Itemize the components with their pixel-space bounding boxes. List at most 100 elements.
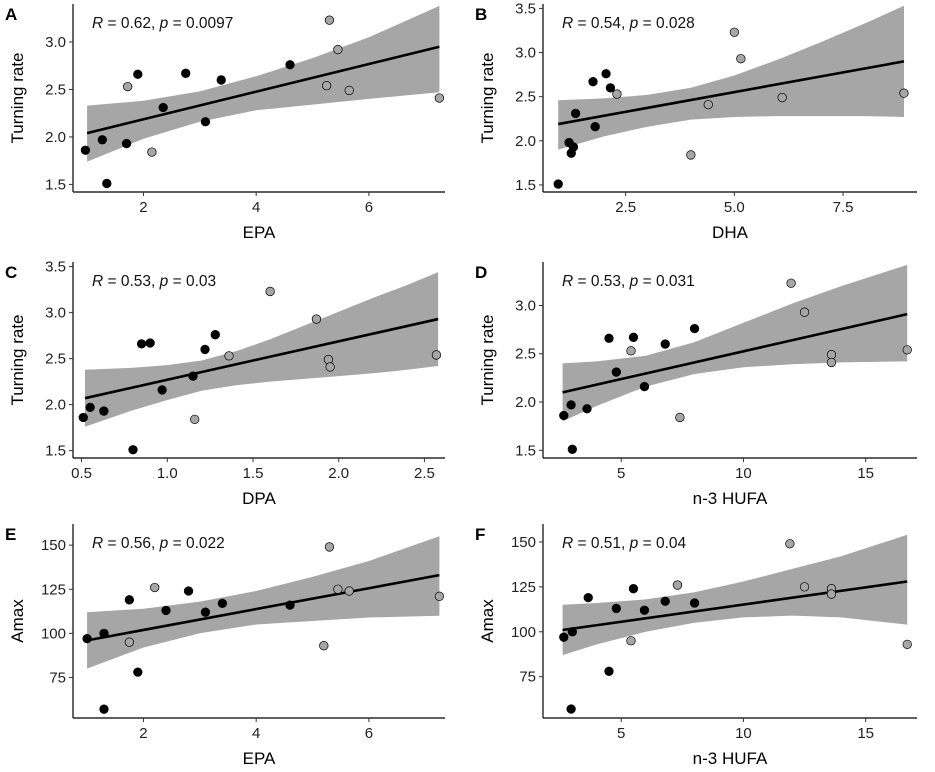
y-tick-label: 1.5 (45, 443, 66, 460)
y-tick-label: 150 (511, 534, 536, 551)
stat-r-symbol: R (562, 15, 573, 32)
y-tick-label: 2.0 (515, 133, 536, 150)
y-axis-title: Turning rate (478, 52, 497, 143)
y-tick-label: 100 (511, 624, 536, 641)
data-point-filled (567, 444, 577, 454)
data-point-open (324, 542, 335, 552)
x-tick-label: 2 (139, 199, 147, 216)
data-point-open (799, 307, 810, 317)
x-tick-label: 5.0 (724, 199, 745, 216)
data-point-open (344, 586, 354, 596)
regression-line (86, 573, 440, 642)
data-point-filled (568, 142, 579, 152)
x-tick-label: 5 (617, 465, 625, 482)
data-point-filled (158, 102, 168, 113)
y-tick-label: 2.0 (45, 129, 66, 146)
x-tick-label: 6 (365, 199, 373, 216)
y-tick-label: 75 (49, 669, 66, 686)
data-point-open (786, 278, 796, 288)
panel-letter: D (475, 263, 487, 282)
x-tick-label: 2.0 (328, 465, 349, 482)
stat-r-text: = 0.53, (573, 273, 629, 290)
x-tick-label: 2 (139, 725, 147, 742)
data-point-filled (99, 704, 109, 714)
y-axis-title: Turning rate (8, 52, 27, 143)
data-point-filled (689, 323, 700, 334)
stat-p-symbol: p (159, 273, 169, 290)
data-point-open (672, 580, 683, 590)
data-point-open (434, 591, 445, 601)
data-point-open (124, 637, 135, 647)
data-point-filled (80, 145, 91, 155)
data-point-open (612, 89, 622, 99)
data-point-open (777, 92, 787, 103)
data-point-open (902, 345, 912, 355)
data-point-filled (611, 603, 621, 614)
data-point-open (333, 584, 343, 594)
data-point-open (123, 81, 133, 92)
data-point-filled (181, 68, 191, 78)
data-point-filled (583, 592, 593, 603)
y-tick-label: 2.0 (515, 394, 536, 411)
stat-p-symbol: p (629, 535, 639, 552)
data-point-filled (136, 339, 147, 349)
data-point-filled (605, 83, 616, 93)
data-point-filled (210, 330, 220, 340)
y-tick-label: 150 (41, 537, 66, 554)
data-point-filled (639, 381, 650, 392)
y-tick-label: 2.5 (45, 81, 66, 98)
confidence-band (87, 5, 440, 162)
data-point-open (826, 589, 837, 599)
data-point-filled (97, 135, 107, 145)
data-point-filled (121, 138, 132, 149)
data-point-open (736, 54, 746, 64)
data-point-filled (124, 595, 135, 605)
data-point-open (147, 147, 157, 157)
data-point-filled (559, 410, 569, 421)
data-point-filled (200, 607, 211, 617)
data-point-open (434, 93, 445, 103)
y-tick-label: 3.5 (515, 0, 536, 17)
x-tick-label: 15 (857, 465, 874, 482)
data-point-filled (553, 179, 563, 189)
stat-p-text: = 0.031 (638, 273, 694, 290)
x-tick-label: 7.5 (833, 199, 854, 216)
data-point-filled (604, 666, 614, 676)
panel-letter: C (5, 263, 17, 282)
data-point-filled (660, 339, 670, 349)
data-point-open (703, 99, 713, 110)
y-tick-label: 1.5 (515, 177, 536, 194)
stat-p-text: = 0.022 (168, 535, 224, 552)
x-tick-label: 2.5 (414, 465, 435, 482)
panel-letter: A (5, 5, 17, 24)
data-point-filled (102, 178, 112, 189)
confidence-band (87, 536, 440, 669)
confidence-band (562, 534, 908, 656)
stat-r-symbol: R (92, 535, 103, 552)
data-point-open (265, 286, 275, 297)
data-point-filled (133, 69, 143, 79)
data-point-filled (216, 75, 226, 85)
panel-f: F 5 10 15 75 100 125 150 n-3 HUFA Amax R = 0.51, p… (475, 524, 917, 768)
regression-line (557, 60, 905, 126)
stat-p-symbol: p (629, 273, 639, 290)
data-point-filled (200, 117, 211, 127)
stat-p-symbol: p (629, 15, 639, 32)
y-tick-label: 125 (511, 579, 536, 596)
y-tick-label: 75 (519, 669, 536, 686)
data-point-open (324, 15, 335, 25)
data-point-open (686, 150, 696, 160)
regression-line (86, 45, 440, 135)
data-point-filled (566, 400, 576, 410)
y-tick-label: 1.5 (515, 442, 536, 459)
x-tick-label: 4 (252, 199, 260, 216)
data-point-filled (611, 367, 621, 377)
panel-d: D 5 10 15 1.5 2.0 2.5 3.0 n-3 HUFA Turning rate R … (475, 262, 917, 508)
x-tick-label: 1.5 (243, 465, 264, 482)
data-point-filled (588, 77, 598, 87)
data-point-filled (639, 605, 650, 615)
y-tick-label: 3.5 (45, 259, 66, 276)
data-point-filled (157, 385, 167, 395)
data-point-open (344, 85, 354, 96)
